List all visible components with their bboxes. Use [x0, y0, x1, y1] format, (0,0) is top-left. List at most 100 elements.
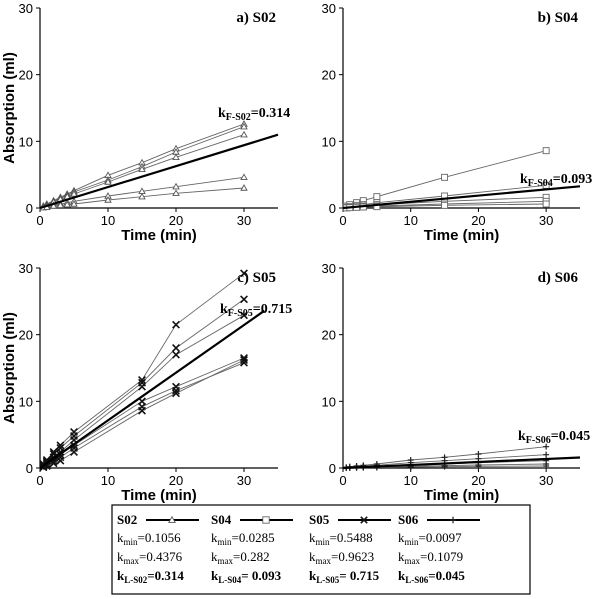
x-tick-label: 10	[403, 213, 417, 228]
text-part: k	[220, 302, 228, 317]
text-part: max	[124, 556, 140, 566]
y-tick-label: 10	[19, 394, 33, 409]
x-tick-label: 20	[471, 473, 485, 488]
text-part: =0.4376	[139, 549, 183, 564]
text-part: L-S02	[124, 575, 148, 585]
y-tick-label: 30	[322, 1, 336, 16]
text-part: =0.1079	[420, 549, 463, 564]
legend-kl: kL-S04= 0.093	[211, 568, 282, 585]
x-tick-label: 20	[471, 213, 485, 228]
text-part: =0.282	[233, 549, 270, 564]
data-point	[240, 130, 248, 138]
data-point	[138, 406, 146, 415]
y-tick-label: 10	[322, 394, 336, 409]
series-line-3	[43, 314, 245, 466]
text-part: min	[405, 537, 420, 547]
y-tick-label: 10	[19, 134, 33, 149]
legend-marker	[168, 515, 176, 523]
panel-b: 0 10 20 30 0 10 20 30 Time (min) b) S04 kF-S04=0.0…	[322, 1, 593, 244]
y-axis-label: Absorption (ml)	[1, 312, 18, 424]
text-part: max	[316, 556, 332, 566]
data-point	[441, 201, 449, 209]
legend-kmin: kmin=0.1056	[117, 530, 181, 547]
data-point	[475, 463, 482, 470]
text-part: =0.0285	[232, 530, 275, 545]
text-part: k	[211, 530, 218, 545]
data-point	[542, 147, 550, 155]
data-point	[70, 448, 78, 456]
x-tick-label: 0	[339, 473, 346, 488]
legend-kmax: kmax=0.1079	[398, 549, 463, 566]
data-point	[172, 386, 180, 395]
data-point	[56, 201, 65, 209]
legend-series-name: S06	[398, 512, 419, 527]
fit-line	[342, 185, 581, 210]
data-point	[240, 122, 248, 130]
legend-marker	[449, 516, 457, 524]
text-part: =0.314	[147, 568, 184, 583]
text-part: =0.093	[553, 172, 592, 187]
text-part: k	[398, 530, 405, 545]
x-tick-label: 20	[169, 213, 183, 228]
data-point	[63, 200, 71, 208]
series-line-2	[43, 126, 245, 208]
y-tick-label: 30	[19, 1, 33, 16]
fit-annotation: kF-S02=0.314	[218, 106, 290, 123]
legend-kmax: kmax=0.4376	[117, 549, 183, 566]
data-point	[104, 196, 112, 203]
data-point	[543, 451, 550, 458]
text-part: F-S06	[526, 435, 551, 446]
text-part: L-S05	[316, 575, 340, 585]
text-part: = 0.093	[241, 568, 281, 583]
text-part: k	[309, 568, 317, 583]
data-point	[373, 193, 381, 201]
series-line-1	[43, 123, 245, 207]
data-point	[543, 463, 550, 469]
x-tick-label: 10	[101, 213, 115, 228]
series-line-5	[43, 187, 245, 209]
fit-line	[39, 309, 266, 469]
y-tick-label: 20	[19, 328, 33, 343]
y-tick-label: 30	[19, 261, 33, 276]
text-part: =0.045	[551, 429, 590, 444]
x-axis-label: Time (min)	[121, 487, 197, 504]
panel-d: 0 10 20 30 0 10 20 30 Time (min) d) S06 kF-S06=0.0…	[322, 261, 591, 504]
text-part: k	[518, 429, 526, 444]
data-point	[441, 463, 448, 470]
fit-line	[342, 456, 581, 470]
legend-kmax: kmax=0.282	[211, 549, 270, 566]
legend-series-name: S02	[117, 512, 137, 527]
data-point	[172, 350, 180, 359]
text-part: min	[316, 537, 331, 547]
data-point	[138, 376, 146, 384]
x-tick-label: 10	[101, 473, 115, 488]
legend-kmin: kmin=0.0097	[398, 530, 462, 547]
data-point	[441, 173, 449, 181]
legend-group-s02: S02 kmin=0.1056 kmax=0.4376 kL-S02=0.314	[117, 512, 199, 585]
data-point	[240, 173, 248, 181]
data-point	[138, 165, 146, 173]
text-part: L-S04	[218, 575, 242, 585]
legend-kl: kL-S02=0.314	[117, 568, 184, 585]
x-tick-label: 0	[339, 213, 346, 228]
data-point	[172, 320, 180, 329]
data-point	[172, 182, 180, 190]
data-point	[240, 356, 248, 364]
x-axis-label: Time (min)	[424, 487, 500, 504]
legend-marker	[262, 516, 270, 524]
data-point	[49, 202, 58, 209]
y-tick-label: 0	[26, 461, 33, 476]
chart-panels: 0 10 20 30 0 10 20 30 Time (min) Absorption (ml) a…	[1, 1, 592, 504]
x-tick-label: 0	[36, 213, 43, 228]
text-part: k	[398, 568, 406, 583]
fit-annotation: kF-S04=0.093	[520, 172, 592, 189]
text-part: =0.1056	[138, 530, 182, 545]
legend-series-name: S05	[309, 512, 330, 527]
data-point	[172, 389, 180, 398]
text-part: min	[218, 537, 233, 547]
y-tick-label: 0	[329, 201, 336, 216]
data-point	[240, 358, 248, 367]
data-point	[373, 203, 381, 211]
